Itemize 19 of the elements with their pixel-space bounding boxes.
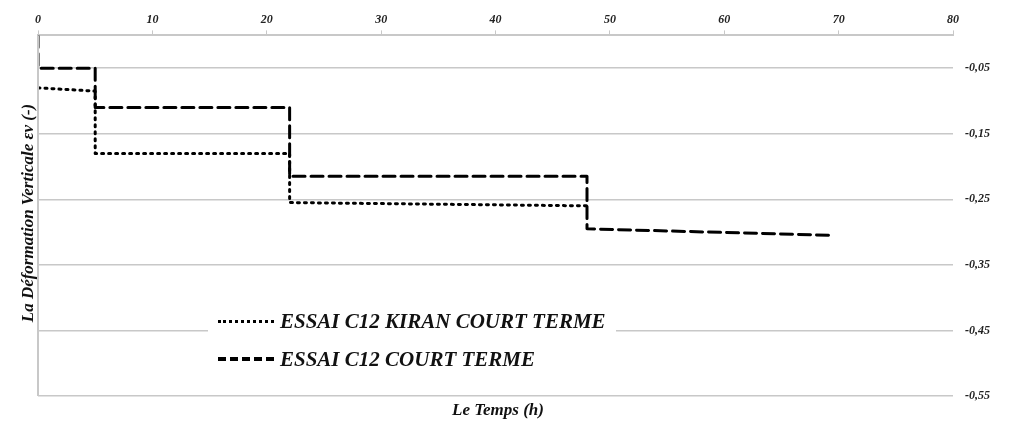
x-tick-label: 50 xyxy=(603,12,616,27)
y-tick-label: -0,55 xyxy=(965,388,990,403)
legend-label: ESSAI C12 KIRAN COURT TERME xyxy=(280,308,606,334)
y-tick-label: -0,45 xyxy=(965,322,990,337)
x-tick-label: 40 xyxy=(488,12,502,27)
x-tick-label: 20 xyxy=(259,12,273,27)
x-tick-label: 60 xyxy=(718,12,731,27)
y-tick-label: -0,35 xyxy=(965,256,990,271)
y-axis-title: La Déformation Verticale εv (-) xyxy=(18,103,37,323)
x-tick-label: 10 xyxy=(146,12,159,27)
y-tick-label: -0,25 xyxy=(965,191,990,206)
x-tick-label: 80 xyxy=(947,12,959,27)
y-tick-label: -0,05 xyxy=(965,60,990,75)
x-tick-label: 70 xyxy=(832,12,845,27)
legend-label: ESSAI C12 COURT TERME xyxy=(280,346,535,372)
x-tick-label: 30 xyxy=(374,12,388,27)
y-tick-label: -0,15 xyxy=(965,125,990,140)
x-tick-label: 0 xyxy=(35,12,41,27)
x-axis-title: Le Temps (h) xyxy=(451,400,545,420)
